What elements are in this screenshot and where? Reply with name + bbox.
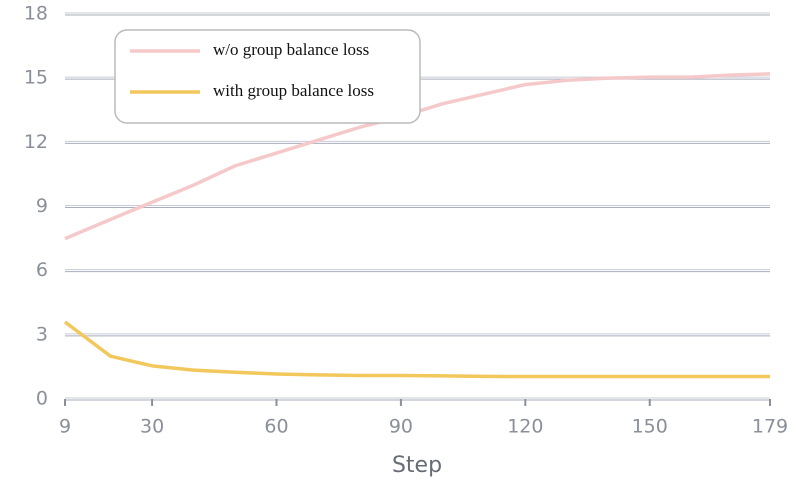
series-line [64, 72, 771, 241]
x-tick-label: 120 [507, 416, 543, 438]
x-tick-label: 60 [264, 416, 288, 438]
y-tick-label: 6 [36, 259, 48, 281]
y-tick-label: 3 [36, 323, 48, 345]
x-tick-label: 179 [752, 416, 788, 438]
y-tick-label: 18 [24, 3, 48, 25]
series-line [63, 320, 770, 379]
x-tick-label: 150 [632, 416, 668, 438]
x-axis-label: Step [392, 453, 442, 478]
y-tick-label: 12 [24, 131, 48, 153]
legend-label: with group balance loss [213, 81, 374, 100]
legend-label: w/o group balance loss [213, 40, 369, 59]
x-tick-label: 9 [59, 416, 71, 438]
legend: w/o group balance loss with group balance… [114, 29, 421, 124]
x-tick-label: 30 [140, 416, 164, 438]
y-tick-label: 0 [36, 388, 48, 410]
y-tick-label: 9 [36, 195, 48, 217]
legend-box [114, 29, 421, 124]
x-tick-label: 90 [389, 416, 413, 438]
y-tick-label: 15 [24, 67, 48, 89]
